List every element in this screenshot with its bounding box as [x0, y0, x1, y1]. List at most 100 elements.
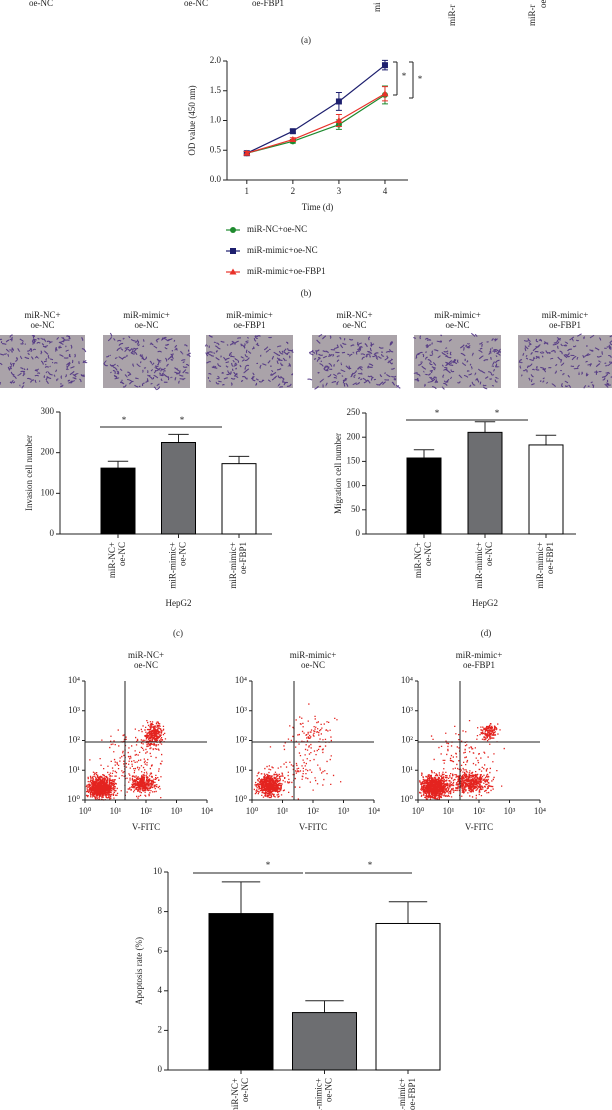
marker: [243, 149, 251, 156]
x-tick-label: 10³: [171, 806, 183, 816]
y-tick-label: 10⁴: [235, 675, 247, 685]
y-tick-label: 4: [158, 985, 163, 995]
marker: [289, 136, 297, 143]
y-tick-label: 10⁴: [68, 675, 80, 685]
x-axis-title: Time (d): [302, 202, 333, 212]
bar: [208, 913, 274, 1071]
legend-label: miR-mimic+oe-NC: [247, 245, 318, 255]
legend-marker: [230, 248, 236, 254]
y-tick-label: 0: [356, 528, 361, 538]
micrograph-label: miR-mimic+ oe-NC: [123, 310, 170, 330]
significance-star: *: [122, 415, 127, 425]
x-axis-title: V-FITC: [465, 822, 493, 832]
y-tick-label: 10³: [401, 705, 413, 715]
y-tick-label: 0: [50, 528, 55, 538]
micrograph-texture: [103, 332, 191, 391]
x-tick-label: 10²: [473, 806, 485, 816]
micrograph-texture: [204, 334, 294, 388]
x-tick-label: 2: [291, 186, 296, 196]
error-bar: [413, 449, 435, 459]
marker: [381, 62, 388, 69]
x-axis-title: V-FITC: [299, 822, 327, 832]
micrograph: [206, 335, 293, 388]
x-tick-label: 10¹: [110, 806, 122, 816]
bar: [467, 431, 503, 535]
marker: [289, 128, 296, 135]
x-axis-title: HepG2: [472, 598, 498, 608]
legend-label: miR-mimic+oe-FBP1: [247, 266, 326, 276]
error-bar: [228, 455, 250, 464]
significance-star: *: [368, 860, 373, 870]
micrograph-label: miR-mimic+ oe-FBP1: [542, 310, 589, 330]
error-bar: [107, 460, 129, 469]
y-tick-label: 1.0: [210, 115, 222, 125]
plot-title: miR-NC+ oe-NC: [128, 650, 164, 670]
y-tick-label: 2.0: [210, 55, 222, 65]
flow-events: [419, 720, 505, 801]
legend-marker: [230, 227, 236, 233]
x-tick-label: miR-mimic+oe-NC: [314, 1078, 334, 1110]
bar: [161, 442, 196, 535]
y-tick-label: 10²: [401, 735, 413, 745]
micrograph: [103, 335, 190, 388]
x-axis-title: HepG2: [166, 598, 192, 608]
y-tick-label: 10³: [235, 705, 247, 715]
x-tick-label: miR-mimic+oe-FBP1: [397, 1078, 417, 1110]
y-tick-label: 10¹: [68, 764, 80, 774]
panel-a-label: oe-NC: [184, 0, 208, 8]
x-tick-label: 10²: [140, 806, 152, 816]
panel-a-fragment: miR-r: [527, 4, 537, 26]
legend-label: miR-NC+oe-NC: [247, 224, 307, 234]
x-tick-label: 10⁰: [79, 806, 92, 816]
y-axis-title: OD value (450 nm): [187, 85, 197, 155]
error-bar: [168, 433, 189, 443]
significance-star: *: [266, 860, 271, 870]
bar: [406, 457, 442, 535]
significance-star: *: [495, 408, 500, 418]
x-tick-label: 10³: [338, 806, 350, 816]
x-tick-label: 10²: [307, 806, 319, 816]
y-tick-label: 100: [347, 480, 361, 490]
micrograph-label: miR-NC+ oe-NC: [336, 310, 372, 330]
series-line: [246, 64, 386, 154]
x-tick-label: miR-NC+oe-NC: [413, 542, 433, 578]
x-tick-label: miR-mimic+oe-FBP1: [228, 542, 248, 589]
panel-a-label: oe-FBP1: [252, 0, 284, 8]
y-tick-label: 50: [351, 504, 361, 514]
flow-events: [253, 703, 342, 800]
panel-a-label: oe-NC: [29, 0, 53, 8]
micrograph-label: miR-NC+ oe-NC: [24, 310, 60, 330]
x-tick-label: miR-mimic+oe-NC: [474, 542, 494, 589]
x-tick-label: 10⁰: [246, 806, 259, 816]
x-tick-label: miR-NC+oe-NC: [107, 542, 127, 578]
y-tick-label: 200: [347, 431, 361, 441]
x-tick-label: 10⁴: [534, 806, 546, 816]
panel-label: (c): [173, 628, 183, 638]
y-tick-label: 0.0: [210, 174, 222, 184]
y-tick-label: 10¹: [401, 764, 413, 774]
y-tick-label: 100: [41, 487, 55, 497]
y-axis-title: Migration cell number: [333, 433, 343, 514]
y-tick-label: 10⁰: [234, 794, 247, 804]
x-tick-label: 4: [383, 186, 388, 196]
significance-star: *: [435, 408, 440, 418]
x-tick-label: miR-NC+oe-NC: [230, 1078, 250, 1110]
marker: [381, 90, 389, 97]
micrograph-texture: [0, 334, 88, 389]
panel-label: (d): [481, 628, 492, 638]
legend-marker: [229, 268, 237, 275]
micrograph-label: miR-mimic+ oe-FBP1: [226, 310, 273, 330]
marker: [335, 98, 342, 105]
y-tick-label: 200: [41, 447, 55, 457]
x-tick-label: 10³: [504, 806, 516, 816]
y-tick-label: 10: [153, 866, 163, 876]
y-tick-label: 0.5: [210, 144, 222, 154]
significance-bracket: [393, 61, 398, 96]
bar: [221, 463, 257, 535]
y-tick-label: 10⁴: [401, 675, 413, 685]
y-tick-label: 250: [347, 407, 361, 417]
y-tick-label: 6: [158, 945, 163, 955]
x-tick-label: miR-mimic+oe-FBP1: [535, 542, 555, 589]
error-bar: [535, 434, 557, 445]
